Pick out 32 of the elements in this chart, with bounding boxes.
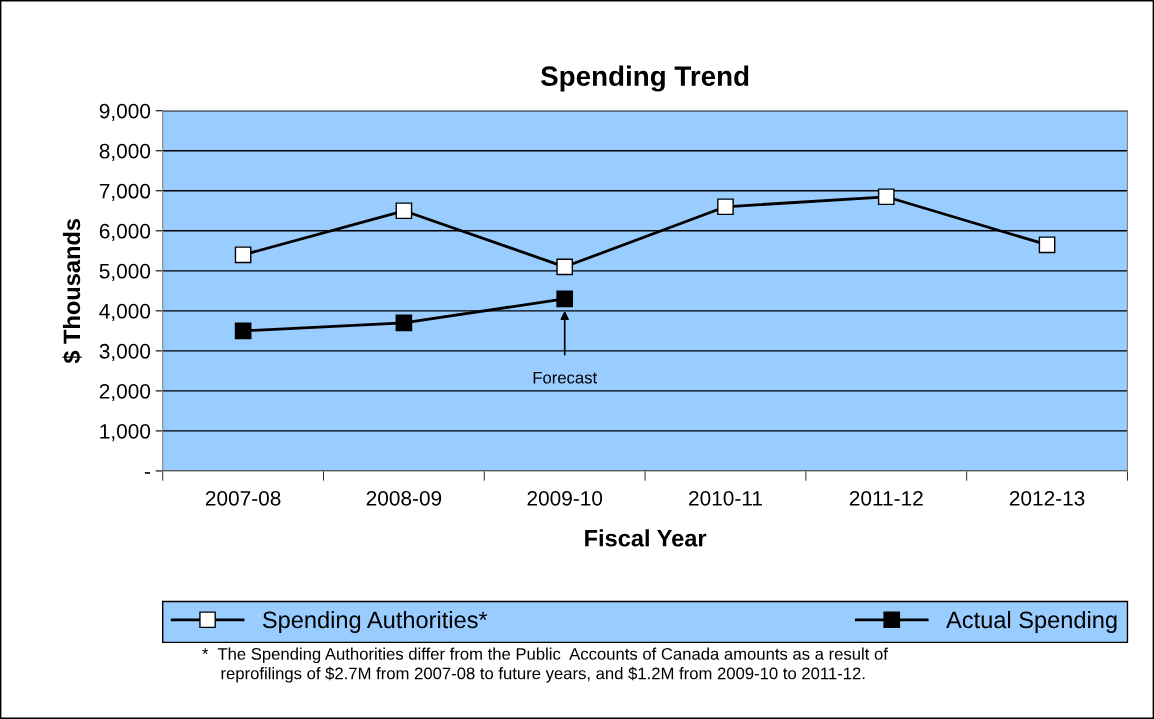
x-tick-label: 2012-13	[1009, 490, 1085, 506]
x-axis-title: Fiscal Year	[585, 529, 707, 547]
y-tick-label: 4,000	[99, 303, 151, 322]
y-tick-label: 2,000	[99, 383, 151, 402]
annotation: Forecast	[533, 371, 598, 384]
point	[395, 202, 413, 220]
x-tick-label: 2008-09	[366, 490, 442, 506]
y-tick-label: 6,000	[99, 223, 151, 242]
point	[395, 314, 413, 332]
point	[556, 290, 574, 308]
text: * The Spending Authorities differ from the Public Accounts of Canada amounts as a result of reprofilings of $2.7M from 2007-08 to future years, and $1.2M from 2009-10 to 2011-12.	[202, 647, 888, 683]
y-axis-title: $ Thousands	[62, 218, 82, 364]
y-tick-label: -	[144, 472, 150, 474]
x-tick-label: 2010-11	[689, 490, 762, 506]
point	[234, 246, 252, 264]
y-tick-label: 7,000	[99, 183, 151, 201]
chart-title: Spending Trend	[540, 65, 749, 92]
x-tick-label: 2007-08	[205, 490, 281, 506]
point	[556, 258, 574, 276]
x-tick-label: 2009-10	[527, 490, 603, 506]
y-tick-label: 5,000	[99, 263, 151, 282]
y-tick-label: 3,000	[99, 343, 151, 362]
point	[234, 322, 252, 340]
legend-label: Spending Authorities*	[262, 610, 488, 633]
point	[1038, 236, 1056, 254]
y-tick-label: 9,000	[99, 103, 151, 121]
point	[717, 198, 734, 216]
x-tick-label: 2011-12	[849, 490, 923, 506]
y-tick-label: 8,000	[99, 143, 151, 161]
y-tick-label: 1,000	[100, 423, 151, 442]
point	[877, 188, 895, 206]
legend-label: Actual Spending	[946, 610, 1117, 633]
